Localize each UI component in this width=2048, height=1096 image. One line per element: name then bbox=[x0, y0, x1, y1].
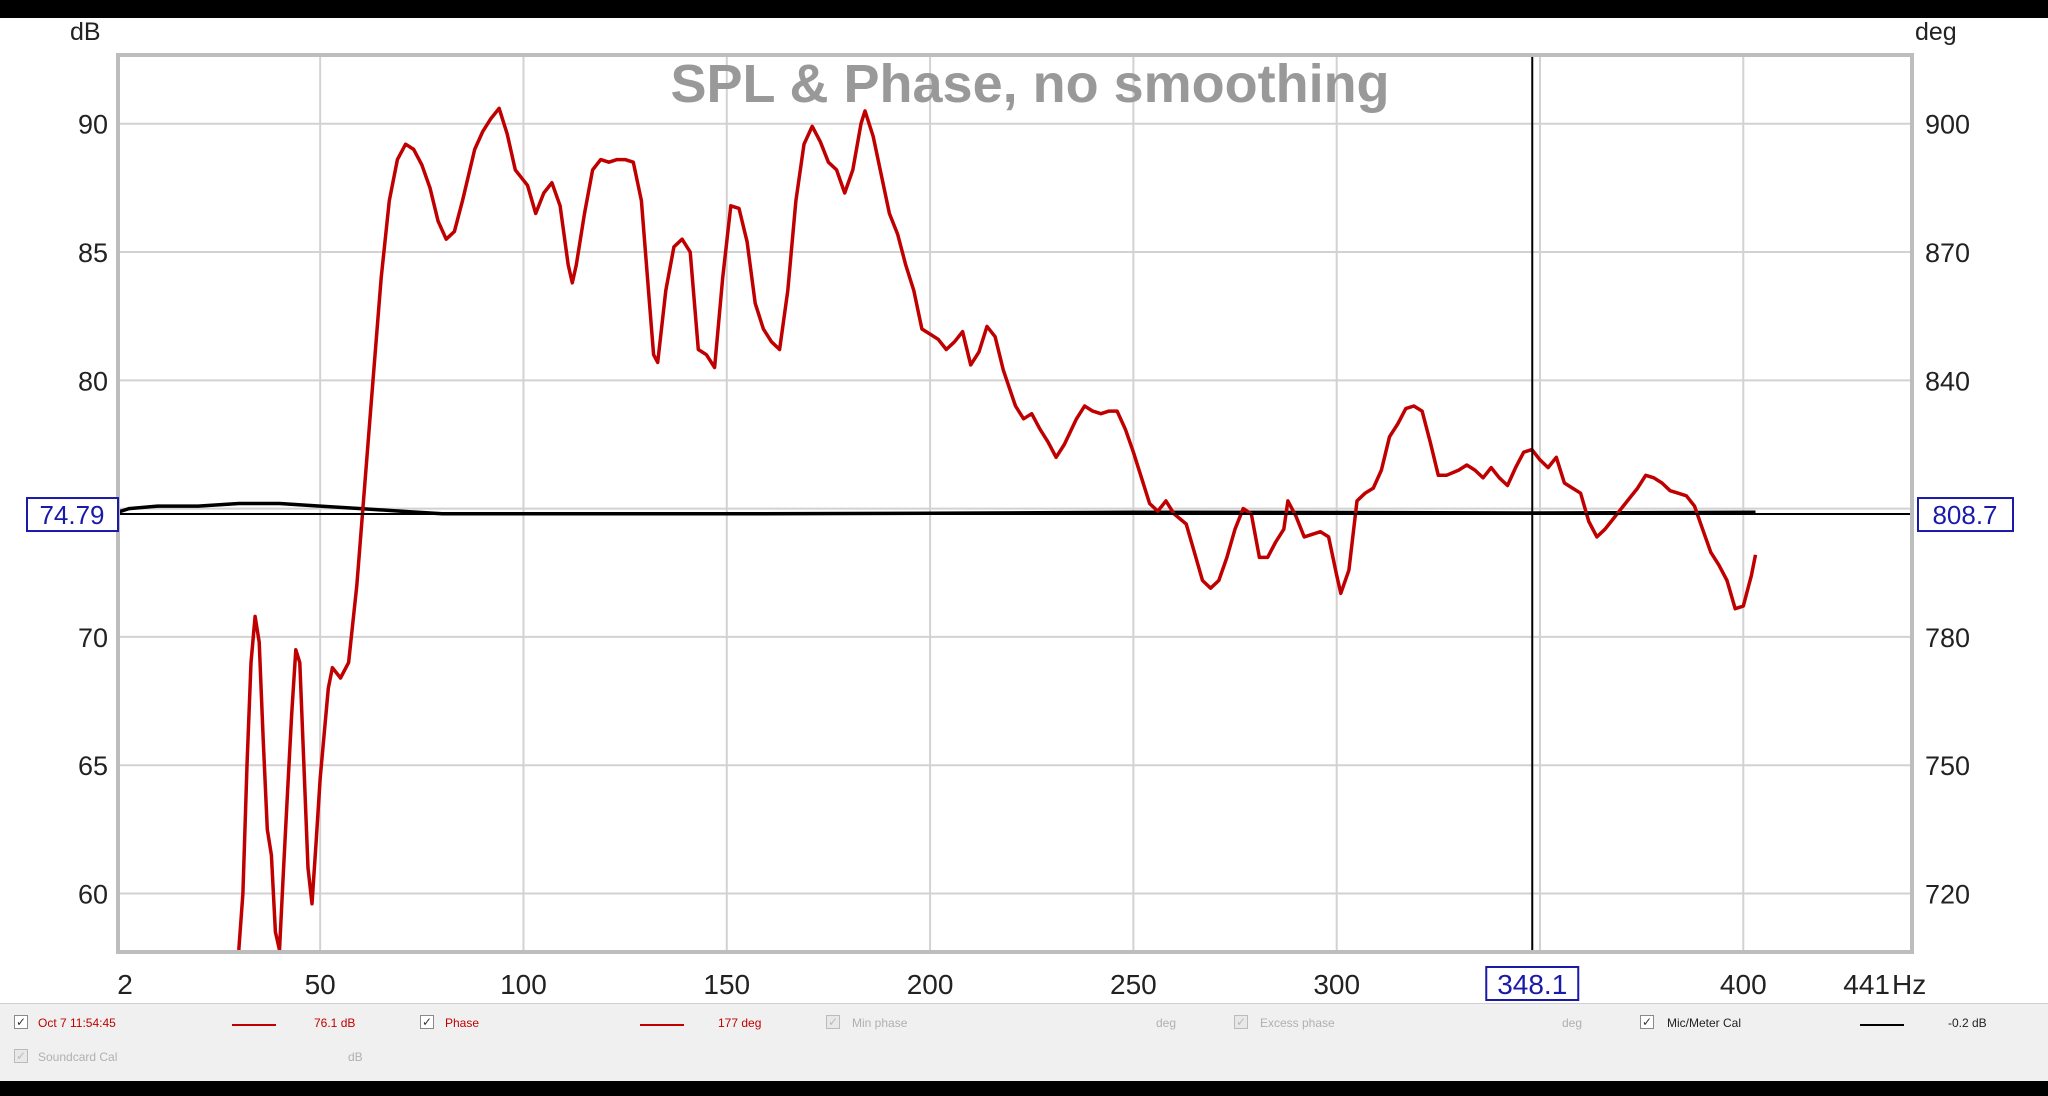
series-layer bbox=[120, 106, 1758, 950]
cursor-right-readout: 808.7 bbox=[1917, 497, 2014, 533]
cursor-x-value: 348.1 bbox=[1497, 969, 1567, 1000]
x-tick-label-9: 441 bbox=[1843, 969, 1890, 1000]
plot-area-border bbox=[116, 53, 1914, 954]
legend-checkbox-excess-phase[interactable]: ✓ bbox=[1234, 1015, 1248, 1029]
chart-panel: SPL & Phase, no smoothing 2 50 100 150 200 25… bbox=[0, 18, 2048, 1080]
y-left-tick-label-2: 80 bbox=[78, 366, 108, 396]
y-left-tick-label-4: 65 bbox=[78, 751, 108, 781]
cursor-right-value: 808.7 bbox=[1932, 500, 1997, 530]
y-right-tick-label-0: 900 bbox=[1925, 110, 1970, 140]
y-left-tick-label-5: 60 bbox=[78, 880, 108, 910]
y-right-tick-labels: 900 870 840 780 750 720 bbox=[1925, 110, 1970, 910]
y-right-tick-label-4: 750 bbox=[1925, 751, 1970, 781]
x-tick-label-5: 250 bbox=[1110, 969, 1157, 1000]
spl-phase-chart: SPL & Phase, no smoothing 2 50 100 150 200 25… bbox=[26, 18, 2014, 1001]
y-left-tick-labels: 90 85 80 70 65 60 bbox=[78, 110, 108, 910]
y-left-tick-label-0: 90 bbox=[78, 110, 108, 140]
legend-swatch-phase bbox=[640, 1024, 684, 1026]
x-tick-label-3: 150 bbox=[703, 969, 750, 1000]
legend-label-phase: Phase bbox=[445, 1016, 480, 1030]
y-right-tick-label-2: 840 bbox=[1925, 366, 1970, 396]
legend-label-soundcard-cal: Soundcard Cal bbox=[38, 1050, 118, 1064]
y-right-tick-label-3: 780 bbox=[1925, 623, 1970, 653]
series-line-spl bbox=[237, 106, 1758, 950]
legend-swatch-measurement bbox=[232, 1024, 276, 1026]
legend-label-measurement: Oct 7 11:54:45 bbox=[38, 1016, 116, 1030]
series-line-mic-meter-cal bbox=[120, 501, 1756, 516]
x-tick-label-4: 200 bbox=[907, 969, 954, 1000]
legend-value-min-phase: deg bbox=[1156, 1016, 1177, 1030]
legend-value-measurement: 76.1 dB bbox=[314, 1016, 356, 1030]
legend-checkbox-min-phase[interactable]: ✓ bbox=[826, 1015, 840, 1029]
legend-value-soundcard-cal: dB bbox=[348, 1050, 363, 1064]
cursor-left-value: 74.79 bbox=[39, 500, 104, 530]
legend-checkbox-mic-cal[interactable]: ✓ bbox=[1640, 1015, 1654, 1029]
legend-checkbox-measurement[interactable]: ✓ bbox=[14, 1015, 28, 1029]
cursor-x-readout: 348.1 bbox=[1485, 966, 1580, 1001]
x-tick-label-8: 400 bbox=[1720, 969, 1767, 1000]
legend-checkbox-soundcard-cal[interactable]: ✓ bbox=[14, 1049, 28, 1063]
x-tick-label-1: 50 bbox=[305, 969, 336, 1000]
legend-label-mic-cal: Mic/Meter Cal bbox=[1667, 1016, 1742, 1030]
y-left-tick-label-3: 70 bbox=[78, 623, 108, 653]
legend-value-excess-phase: deg bbox=[1562, 1016, 1583, 1030]
y-left-tick-label-1: 85 bbox=[78, 238, 108, 268]
y-right-tick-label-5: 720 bbox=[1925, 880, 1970, 910]
legend-bar: ✓ Oct 7 11:54:45 76.1 dB ✓ Phase 177 deg… bbox=[0, 1003, 2048, 1081]
grid-vertical bbox=[319, 57, 1745, 950]
legend-label-excess-phase: Excess phase bbox=[1260, 1016, 1335, 1030]
x-tick-label-6: 300 bbox=[1313, 969, 1360, 1000]
y-right-tick-label-1: 870 bbox=[1925, 238, 1970, 268]
chart-title: SPL & Phase, no smoothing bbox=[670, 54, 1389, 114]
x-tick-label-0: 2 bbox=[117, 969, 133, 1000]
legend-value-phase: 177 deg bbox=[718, 1016, 762, 1030]
legend-value-mic-cal: -0.2 dB bbox=[1948, 1016, 1987, 1030]
grid-horizontal bbox=[120, 122, 1910, 895]
cursor-left-readout: 74.79 bbox=[26, 497, 119, 533]
legend-checkbox-phase[interactable]: ✓ bbox=[420, 1015, 434, 1029]
x-axis-tick-labels: 2 50 100 150 200 250 300 400 441 bbox=[117, 969, 1890, 1000]
x-tick-label-2: 100 bbox=[500, 969, 547, 1000]
legend-label-min-phase: Min phase bbox=[852, 1016, 908, 1030]
x-unit-label: Hz bbox=[1892, 969, 1926, 1000]
y-right-unit-label: deg bbox=[1915, 18, 1957, 46]
legend-swatch-mic-cal bbox=[1860, 1024, 1904, 1026]
y-left-unit-label: dB bbox=[70, 18, 101, 46]
